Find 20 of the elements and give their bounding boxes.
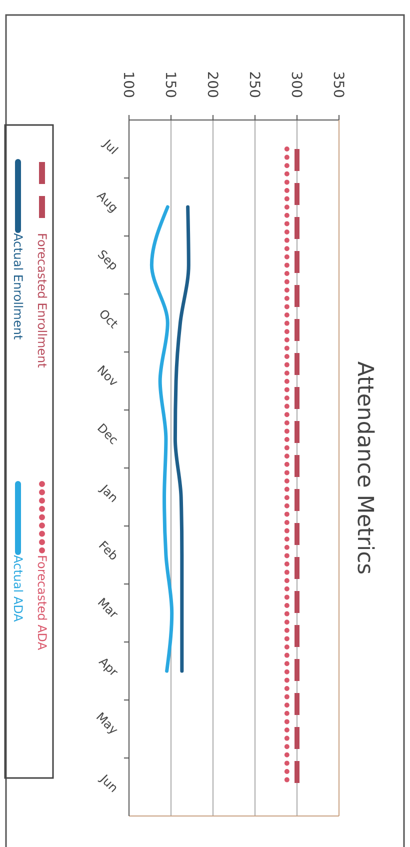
- x-tick-label: 200: [204, 71, 220, 98]
- text: Forecasted Enrollment: [34, 233, 49, 368]
- y-tick-label: Apr: [96, 654, 121, 680]
- y-tick-label: Nov: [94, 362, 121, 390]
- x-tick-label: 100: [120, 71, 136, 98]
- y-tick-label: Jan: [97, 481, 121, 506]
- y-tick-label: Mar: [94, 595, 121, 622]
- y-tick-label: Feb: [96, 538, 121, 564]
- text: Actual Enrollment: [10, 233, 25, 340]
- text: Forecasted ADA: [34, 555, 49, 651]
- x-tick-label: 150: [162, 71, 178, 98]
- x-tick-label: 250: [246, 71, 262, 98]
- y-tick-label: Jun: [96, 771, 121, 796]
- y-tick-label: Sep: [94, 247, 121, 274]
- y-tick-label: Jul: [100, 136, 121, 158]
- y-tick-label: Oct: [96, 306, 121, 332]
- x-tick-label: 300: [288, 71, 304, 98]
- x-tick-label: 350: [330, 71, 346, 98]
- text: Actual ADA: [10, 555, 25, 623]
- text: Attendance Metrics: [352, 361, 377, 575]
